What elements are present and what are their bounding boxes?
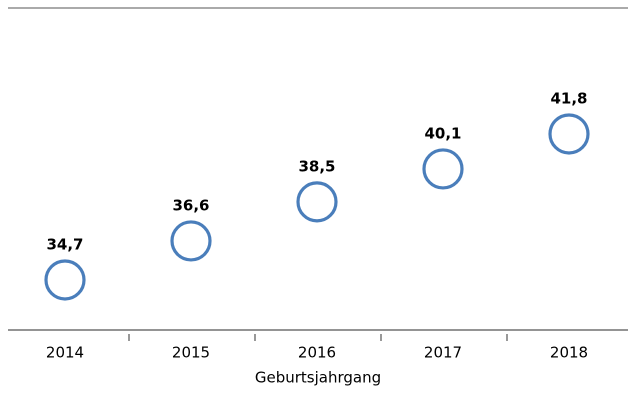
x-tick-label: 2014 bbox=[46, 344, 84, 362]
marker bbox=[44, 259, 86, 301]
x-axis-title: Geburtsjahrgang bbox=[255, 369, 381, 387]
x-tick-label: 2015 bbox=[172, 344, 210, 362]
x-tick-label: 2017 bbox=[424, 344, 462, 362]
value-label: 38,5 bbox=[298, 157, 335, 175]
value-label: 36,6 bbox=[172, 196, 209, 214]
value-label: 34,7 bbox=[46, 235, 83, 253]
value-label: 40,1 bbox=[424, 124, 461, 142]
x-tick-label: 2018 bbox=[550, 344, 588, 362]
category-separators bbox=[128, 334, 508, 341]
marker bbox=[170, 220, 212, 262]
marker bbox=[296, 181, 338, 223]
marker bbox=[548, 113, 590, 155]
x-tick-label: 2016 bbox=[298, 344, 336, 362]
value-label: 41,8 bbox=[550, 89, 587, 107]
marker bbox=[422, 148, 464, 190]
